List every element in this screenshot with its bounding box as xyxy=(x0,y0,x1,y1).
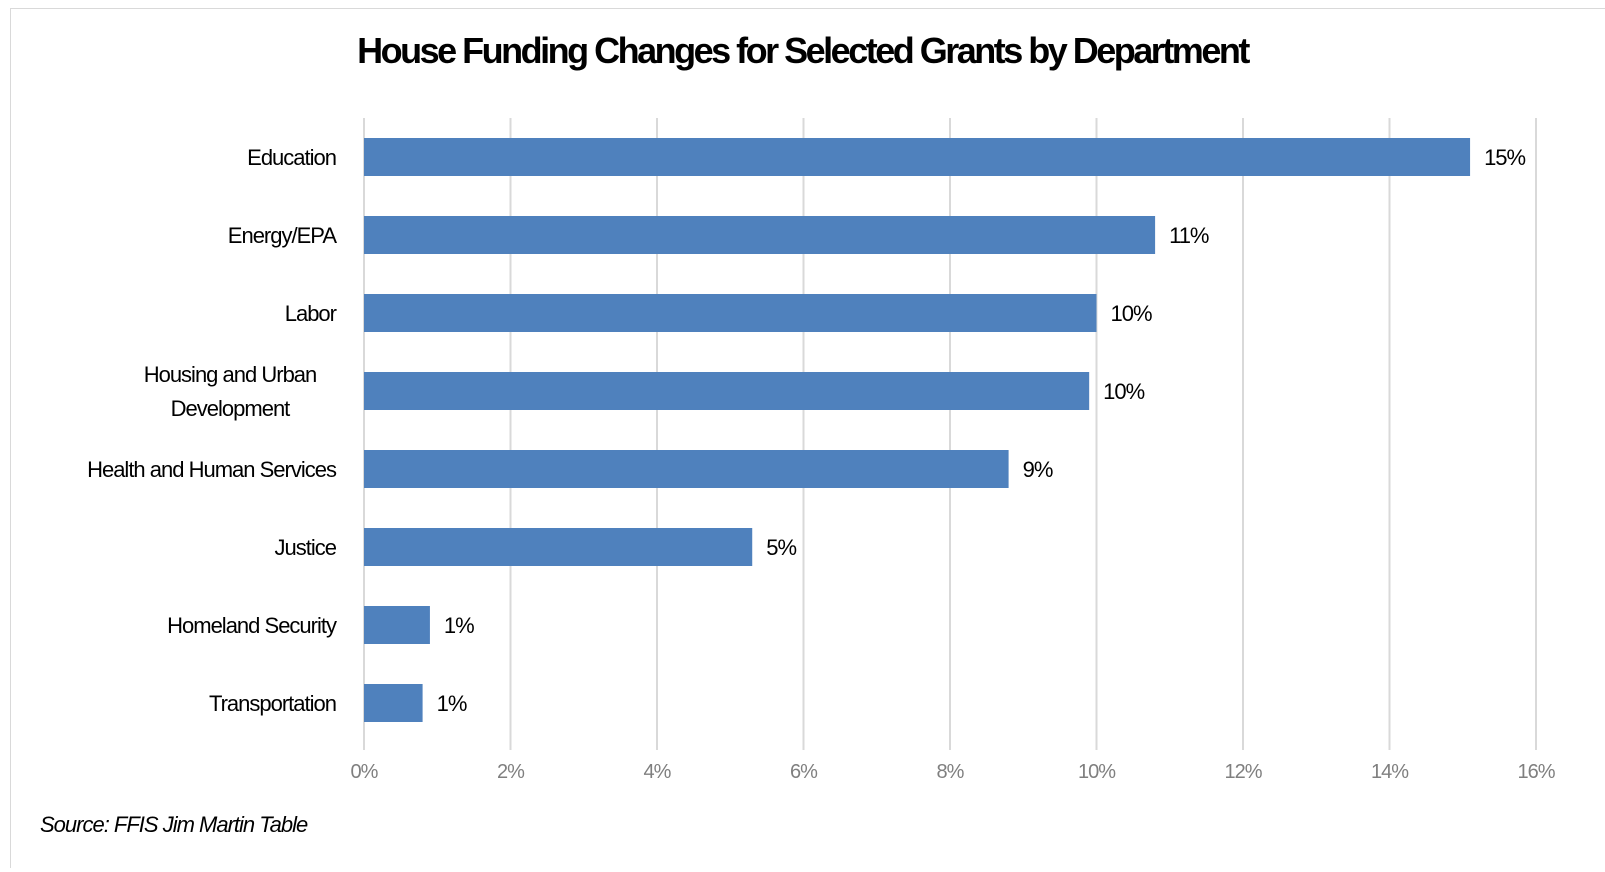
data-label: 9% xyxy=(1023,457,1053,482)
data-label: 1% xyxy=(444,613,474,638)
x-tick-label: 6% xyxy=(790,761,818,783)
data-label: 11% xyxy=(1169,223,1209,248)
category-label: Housing and Urban xyxy=(144,362,317,387)
x-tick-label: 16% xyxy=(1517,761,1555,783)
chart-title: House Funding Changes for Selected Grant… xyxy=(357,30,1250,71)
category-label: Health and Human Services xyxy=(87,457,337,482)
x-tick-label: 4% xyxy=(644,761,672,783)
bar xyxy=(364,216,1156,254)
bar xyxy=(364,294,1097,332)
data-label: 5% xyxy=(766,535,796,560)
bar xyxy=(364,606,430,644)
bar xyxy=(364,528,753,566)
x-tick-label: 10% xyxy=(1078,761,1116,783)
x-tick-label: 2% xyxy=(497,761,525,783)
bar xyxy=(364,372,1090,410)
data-label: 10% xyxy=(1103,379,1144,404)
category-label: Education xyxy=(247,145,336,170)
category-label: Transportation xyxy=(209,691,336,716)
x-tick-label: 0% xyxy=(351,761,379,783)
bar xyxy=(364,684,423,722)
x-tick-label: 12% xyxy=(1224,761,1262,783)
category-label: Development xyxy=(171,396,291,421)
x-tick-label: 8% xyxy=(937,761,965,783)
chart-frame xyxy=(10,8,1605,868)
category-label: Energy/EPA xyxy=(228,223,338,248)
source-note: Source: FFIS Jim Martin Table xyxy=(40,812,308,837)
data-label: 1% xyxy=(437,691,467,716)
data-label: 15% xyxy=(1484,145,1525,170)
x-tick-label: 14% xyxy=(1371,761,1409,783)
bar xyxy=(364,450,1009,488)
bar xyxy=(364,138,1471,176)
category-label: Homeland Security xyxy=(167,613,337,638)
data-label: 10% xyxy=(1111,301,1152,326)
category-label: Justice xyxy=(275,535,337,560)
category-label: Labor xyxy=(285,301,337,326)
